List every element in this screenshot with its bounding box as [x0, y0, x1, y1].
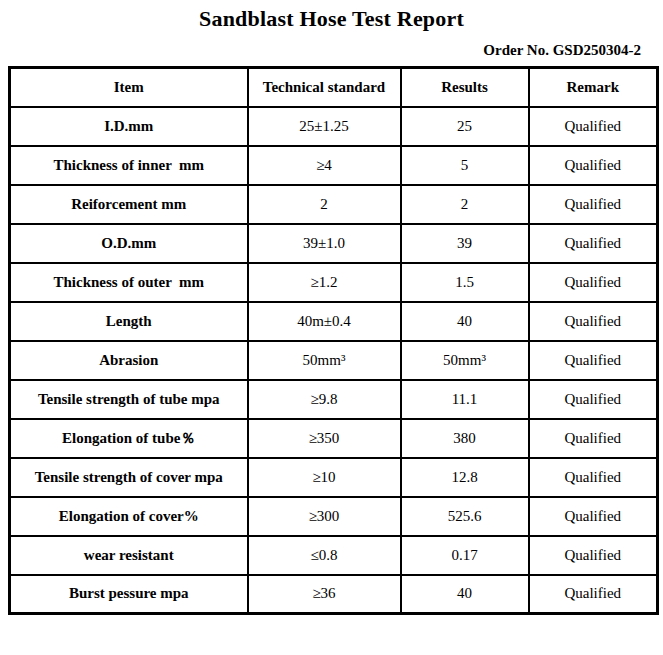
standard-cell: ≤0.8 — [248, 536, 401, 575]
table-header-row: Item Technical standard Results Remark — [10, 68, 658, 107]
table-row: O.D.mm39±1.039Qualified — [10, 224, 658, 263]
table-row: Elongation of tube％≥350380Qualified — [10, 419, 658, 458]
table-row: Burst pessure mpa≥3640Qualified — [10, 575, 658, 614]
remark-cell: Qualified — [529, 575, 658, 614]
table-row: Thickness of inner mm≥45Qualified — [10, 146, 658, 185]
standard-cell: 39±1.0 — [248, 224, 401, 263]
standard-cell: 2 — [248, 185, 401, 224]
test-report-table: Item Technical standard Results Remark I… — [8, 66, 659, 615]
item-cell: Thickness of inner mm — [10, 146, 248, 185]
remark-cell: Qualified — [529, 536, 658, 575]
result-cell: 40 — [401, 575, 529, 614]
result-cell: 1.5 — [401, 263, 529, 302]
item-cell: Elongation of cover% — [10, 497, 248, 536]
remark-cell: Qualified — [529, 497, 658, 536]
remark-cell: Qualified — [529, 341, 658, 380]
standard-cell: ≥36 — [248, 575, 401, 614]
item-cell: Tensile strength of cover mpa — [10, 458, 248, 497]
page-title: Sandblast Hose Test Report — [0, 6, 663, 32]
item-cell: Length — [10, 302, 248, 341]
item-cell: I.D.mm — [10, 107, 248, 146]
remark-cell: Qualified — [529, 107, 658, 146]
standard-cell: ≥350 — [248, 419, 401, 458]
column-header-results: Results — [401, 68, 529, 107]
table-body: I.D.mm25±1.2525QualifiedThickness of inn… — [10, 107, 658, 614]
standard-cell: ≥1.2 — [248, 263, 401, 302]
remark-cell: Qualified — [529, 419, 658, 458]
table-row: Reiforcement mm22Qualified — [10, 185, 658, 224]
result-cell: 39 — [401, 224, 529, 263]
column-header-technical-standard: Technical standard — [248, 68, 401, 107]
result-cell: 0.17 — [401, 536, 529, 575]
item-cell: Tensile strength of tube mpa — [10, 380, 248, 419]
order-number: Order No. GSD250304-2 — [0, 42, 663, 59]
table-row: Elongation of cover%≥300525.6Qualified — [10, 497, 658, 536]
item-cell: Elongation of tube％ — [10, 419, 248, 458]
result-cell: 25 — [401, 107, 529, 146]
result-cell: 40 — [401, 302, 529, 341]
item-cell: Abrasion — [10, 341, 248, 380]
result-cell: 380 — [401, 419, 529, 458]
result-cell: 2 — [401, 185, 529, 224]
item-cell: Thickness of outer mm — [10, 263, 248, 302]
remark-cell: Qualified — [529, 263, 658, 302]
remark-cell: Qualified — [529, 458, 658, 497]
item-cell: O.D.mm — [10, 224, 248, 263]
item-cell: wear resistant — [10, 536, 248, 575]
remark-cell: Qualified — [529, 302, 658, 341]
standard-cell: ≥10 — [248, 458, 401, 497]
standard-cell: 25±1.25 — [248, 107, 401, 146]
result-cell: 525.6 — [401, 497, 529, 536]
table-row: Tensile strength of tube mpa≥9.811.1Qual… — [10, 380, 658, 419]
result-cell: 11.1 — [401, 380, 529, 419]
remark-cell: Qualified — [529, 224, 658, 263]
table-row: wear resistant≤0.80.17Qualified — [10, 536, 658, 575]
standard-cell: ≥300 — [248, 497, 401, 536]
column-header-item: Item — [10, 68, 248, 107]
result-cell: 50mm³ — [401, 341, 529, 380]
standard-cell: 40m±0.4 — [248, 302, 401, 341]
table-row: Tensile strength of cover mpa≥1012.8Qual… — [10, 458, 658, 497]
remark-cell: Qualified — [529, 185, 658, 224]
item-cell: Burst pessure mpa — [10, 575, 248, 614]
remark-cell: Qualified — [529, 146, 658, 185]
item-cell: Reiforcement mm — [10, 185, 248, 224]
standard-cell: ≥4 — [248, 146, 401, 185]
standard-cell: ≥9.8 — [248, 380, 401, 419]
table-row: Thickness of outer mm≥1.21.5Qualified — [10, 263, 658, 302]
result-cell: 5 — [401, 146, 529, 185]
remark-cell: Qualified — [529, 380, 658, 419]
table-row: I.D.mm25±1.2525Qualified — [10, 107, 658, 146]
result-cell: 12.8 — [401, 458, 529, 497]
standard-cell: 50mm³ — [248, 341, 401, 380]
column-header-remark: Remark — [529, 68, 658, 107]
table-row: Abrasion50mm³50mm³Qualified — [10, 341, 658, 380]
table-row: Length40m±0.440Qualified — [10, 302, 658, 341]
